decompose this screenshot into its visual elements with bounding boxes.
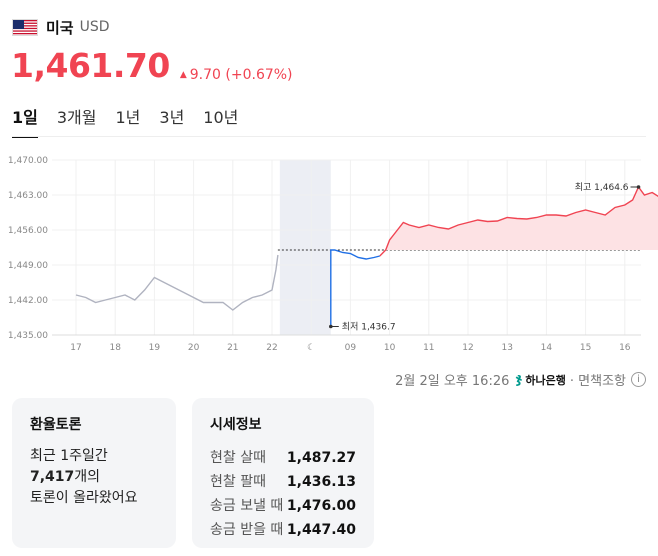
x-tick-label: 13	[501, 343, 512, 353]
tab-3[interactable]: 3년	[159, 108, 185, 127]
market-info-row: 송금 받을 때 1,447.40	[210, 518, 356, 542]
discussion-title: 환율토론	[30, 417, 82, 433]
series-line-today-down	[330, 249, 380, 327]
market-info-title: 시세정보	[210, 417, 262, 433]
market-info-label: 현찰 팔때	[210, 474, 266, 490]
tab-0[interactable]: 1일	[12, 104, 38, 138]
x-tick-label: 10	[384, 343, 396, 353]
country-name: 미국	[46, 18, 74, 37]
discussion-line-3: 토론이 올라왔어요	[30, 490, 138, 506]
quote-row: 1,461.70 ▲ 9.70 (+0.67%)	[11, 46, 293, 85]
market-info-value: 1,487.27	[286, 450, 356, 466]
market-info-row: 송금 보낼 때 1,476.00	[210, 494, 356, 518]
current-price: 1,461.70	[11, 46, 170, 85]
discussion-count-suffix: 개의	[74, 469, 101, 485]
currency-code: USD	[79, 19, 110, 35]
discussion-line-2: 7,417개의	[30, 467, 158, 488]
us-flag-icon	[12, 18, 38, 36]
market-info-label: 송금 보낼 때	[210, 498, 284, 514]
price-change: ▲ 9.70 (+0.67%)	[180, 67, 293, 83]
market-info-value: 1,476.00	[286, 498, 356, 514]
triangle-up-icon: ▲	[179, 70, 187, 80]
tabs-divider	[12, 136, 646, 137]
market-info-row: 현찰 살때 1,487.27	[210, 446, 356, 470]
info-icon[interactable]: i	[631, 372, 646, 387]
bank-name: 하나은행	[525, 373, 566, 387]
x-tick-label: 16	[619, 343, 631, 353]
tab-4[interactable]: 10년	[203, 108, 239, 127]
market-info-card: 시세정보 현찰 살때 1,487.27 현찰 팔때 1,436.13 송금 보낼 때 1,…	[192, 398, 374, 548]
y-tick-label: 1,456.00	[8, 226, 48, 236]
x-tick-label: 14	[541, 343, 553, 353]
update-time: 2월 2일 오후 16:26	[395, 374, 510, 389]
x-tick-label: 11	[423, 343, 434, 353]
x-tick-label: 17	[70, 343, 81, 353]
y-tick-label: 1,435.00	[8, 331, 48, 341]
discussion-line-1: 최근 1주일간	[30, 448, 108, 464]
up-area-fill	[379, 187, 658, 250]
currency-header: 미국 USD	[12, 14, 110, 40]
tab-1[interactable]: 3개월	[56, 108, 97, 127]
y-tick-label: 1,449.00	[8, 261, 48, 271]
period-tabs: 1일 3개월 1년 3년 10년	[12, 104, 257, 138]
market-info-row: 현찰 팔때 1,436.13	[210, 470, 356, 494]
x-tick-label: 15	[580, 343, 591, 353]
discussion-count: 7,417	[30, 469, 75, 485]
tab-2[interactable]: 1년	[115, 108, 141, 127]
market-info-value: 1,447.40	[286, 522, 356, 538]
moon-icon: ☾	[307, 343, 315, 353]
x-tick-label: 22	[266, 343, 277, 353]
x-tick-label: 09	[345, 343, 357, 353]
off-hours-band	[279, 160, 331, 335]
x-tick-label: 18	[109, 343, 121, 353]
update-info: 2월 2일 오후 16:26 ჯ 하나은행 · 면책조항 i	[395, 370, 646, 389]
low-annotation-label: 최저 1,436.7	[342, 322, 396, 333]
high-annotation-dot	[636, 185, 641, 189]
price-change-value: 9.70 (+0.67%)	[189, 67, 293, 83]
x-tick-label: 20	[188, 343, 200, 353]
market-info-value: 1,436.13	[286, 474, 356, 490]
market-info-rows: 현찰 살때 1,487.27 현찰 팔때 1,436.13 송금 보낼 때 1,476.0…	[210, 446, 356, 542]
low-annotation-dot	[329, 324, 333, 329]
x-tick-label: 19	[149, 343, 161, 353]
market-info-label: 현찰 살때	[210, 450, 266, 466]
market-info-label: 송금 받을 때	[210, 522, 284, 538]
discussion-card[interactable]: 환율토론 최근 1주일간 7,417개의 토론이 올라왔어요	[12, 398, 176, 548]
y-tick-label: 1,463.00	[8, 191, 48, 201]
bank-source: ჯ 하나은행	[515, 372, 566, 388]
disclaimer-link[interactable]: · 면책조항	[569, 374, 626, 389]
bank-logo-icon: ჯ	[515, 372, 523, 387]
high-annotation-label: 최고 1,464.6	[575, 182, 629, 193]
exchange-rate-chart[interactable]: 1,470.00 1,463.00 1,456.00 1,449.00 1,442.00…	[0, 145, 658, 360]
y-tick-label: 1,470.00	[8, 156, 48, 166]
x-tick-label: 12	[462, 343, 473, 353]
x-tick-label: 21	[227, 343, 238, 353]
series-line-previous	[75, 254, 279, 311]
y-tick-label: 1,442.00	[8, 296, 48, 306]
